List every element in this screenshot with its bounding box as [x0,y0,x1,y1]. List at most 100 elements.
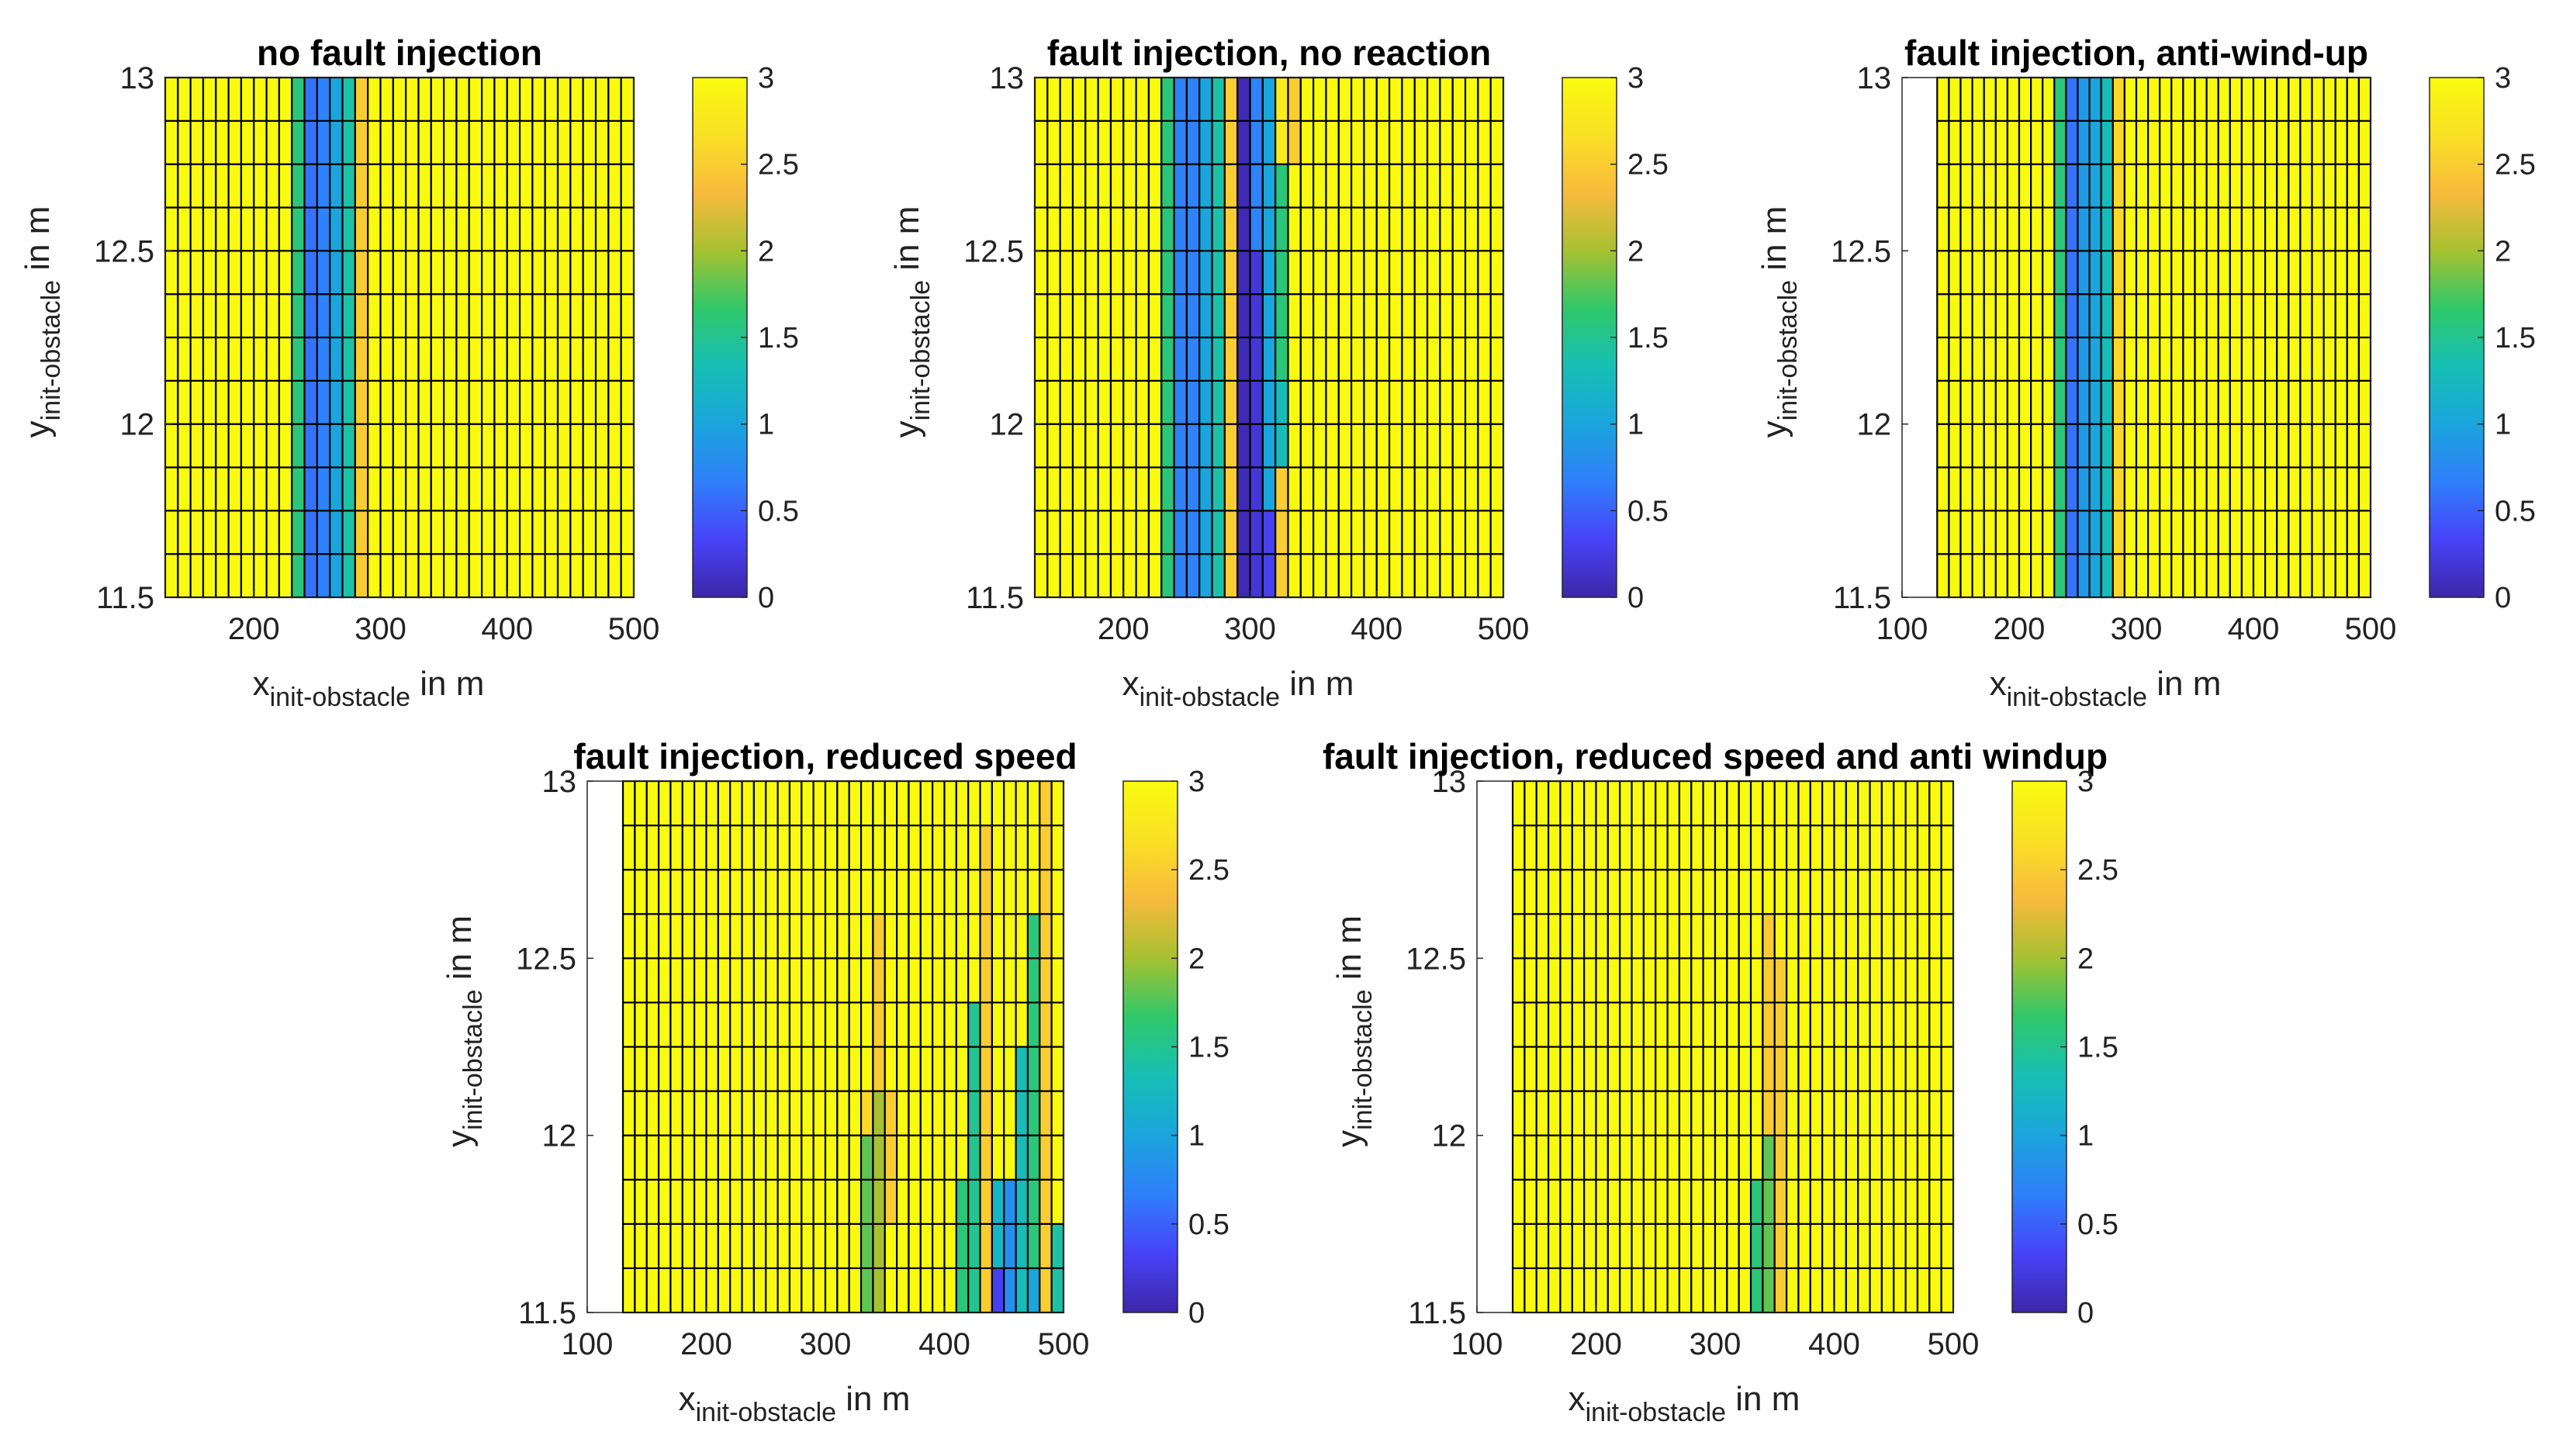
heatmap-cells [1936,76,2372,599]
heatmap-cell [1050,1223,1065,1270]
heatmap-cell [2357,379,2372,425]
heatmap-cell [765,869,779,915]
heatmap-cell [1223,293,1239,339]
heatmap-cell [1773,824,1788,871]
heatmap-cell [1337,466,1353,512]
heatmap-cell [2006,293,2021,339]
heatmap-cell [943,957,957,1004]
heatmap-cell [1261,206,1277,252]
heatmap-cell [1726,869,1740,915]
heatmap-cell [1845,1178,1859,1225]
heatmap-cell [2123,423,2138,469]
heatmap-cell [1211,423,1226,469]
heatmap-cell [1547,1267,1562,1314]
x-tick-label: 500 [1038,1327,1090,1361]
heatmap-cell [1928,1046,1942,1092]
heatmap-cell [693,957,707,1004]
heatmap-cell [705,913,719,960]
heatmap-cell [1948,466,1962,512]
heatmap-cell [468,250,483,296]
heatmap-cell [177,250,192,296]
heatmap-cell [621,869,636,915]
heatmap-cell [1451,336,1467,382]
heatmap-cell [991,913,1005,960]
heatmap-cell [1762,913,1776,960]
heatmap-cell [2194,76,2208,122]
heatmap-cell [2111,76,2126,122]
heatmap-cell [2205,553,2219,599]
heatmap-cell [1702,1001,1717,1048]
heatmap-cell [367,510,382,555]
heatmap-cell [1039,1223,1053,1270]
heatmap-cell [1994,379,2009,425]
heatmap-cell [621,1046,636,1092]
heatmap-cell [2018,379,2032,425]
heatmap-cell [967,824,981,871]
heatmap-cell [943,1090,957,1136]
heatmap-cell [1059,510,1074,555]
heatmap-cell [824,957,839,1004]
heatmap-cell [1857,824,1871,871]
heatmap-cell [189,250,205,296]
colorbar-tick-label: 0.5 [758,495,799,527]
heatmap-cell [177,423,192,469]
heatmap-cell [493,510,508,555]
heatmap-cell [1595,1134,1609,1181]
heatmap-cell [253,510,268,555]
heatmap-cell [2100,553,2114,599]
heatmap-cell [392,336,407,382]
heatmap-cell [1464,379,1479,425]
heatmap-cell [1274,466,1289,512]
heatmap-cell [634,824,648,871]
heatmap-cell [2135,336,2150,382]
heatmap-cell [1904,1046,1919,1092]
heatmap-cell [2030,76,2044,122]
heatmap-cell [693,1178,707,1225]
heatmap-cell [2322,466,2336,512]
heatmap-cell [1375,119,1391,165]
heatmap-cell [1762,824,1776,871]
heatmap-cell [1797,1090,1811,1136]
heatmap-cell [1299,76,1315,122]
heatmap-cell [967,957,981,1004]
heatmap-cell [531,379,546,425]
heatmap-cell [2006,510,2021,555]
heatmap-cell [253,76,268,122]
heatmap-cell [1994,336,2009,382]
heatmap-cell [1786,869,1800,915]
heatmap-cell [669,869,683,915]
heatmap-cell [2147,423,2161,469]
heatmap-cell [2276,466,2290,512]
heatmap-cell [2240,553,2255,599]
heatmap-cell [872,780,886,827]
heatmap-cell [2264,423,2278,469]
heatmap-cell [1971,163,1985,209]
heatmap-cell [1426,76,1441,122]
heatmap-cell [1631,1223,1645,1270]
heatmap-cell [1762,1134,1776,1181]
heatmap-cell [2100,293,2114,339]
heatmap-cell [634,957,648,1004]
heatmap-cell [1583,1178,1597,1225]
heatmap-cell [2065,206,2079,252]
heatmap-cell [1033,379,1049,425]
heatmap-cell [215,336,230,382]
heatmap-cell [1607,1134,1621,1181]
heatmap-cell [1642,1134,1657,1181]
heatmap-cell [1147,293,1163,339]
heatmap-cell [621,1090,636,1136]
heatmap-cell [1160,466,1175,512]
heatmap-cell [788,1223,803,1270]
heatmap-cell [2006,466,2021,512]
heatmap-cell [788,1046,803,1092]
heatmap-cell [1451,163,1467,209]
heatmap-cell [2006,336,2021,382]
heatmap-cell [2170,250,2184,296]
heatmap-cell [1959,379,1973,425]
heatmap-cell [1489,163,1505,209]
heatmap-cell [2299,163,2313,209]
heatmap-cell [2006,76,2021,122]
heatmap-cell [2159,379,2173,425]
heatmap-cell [1936,206,1950,252]
heatmap-cell [493,293,508,339]
